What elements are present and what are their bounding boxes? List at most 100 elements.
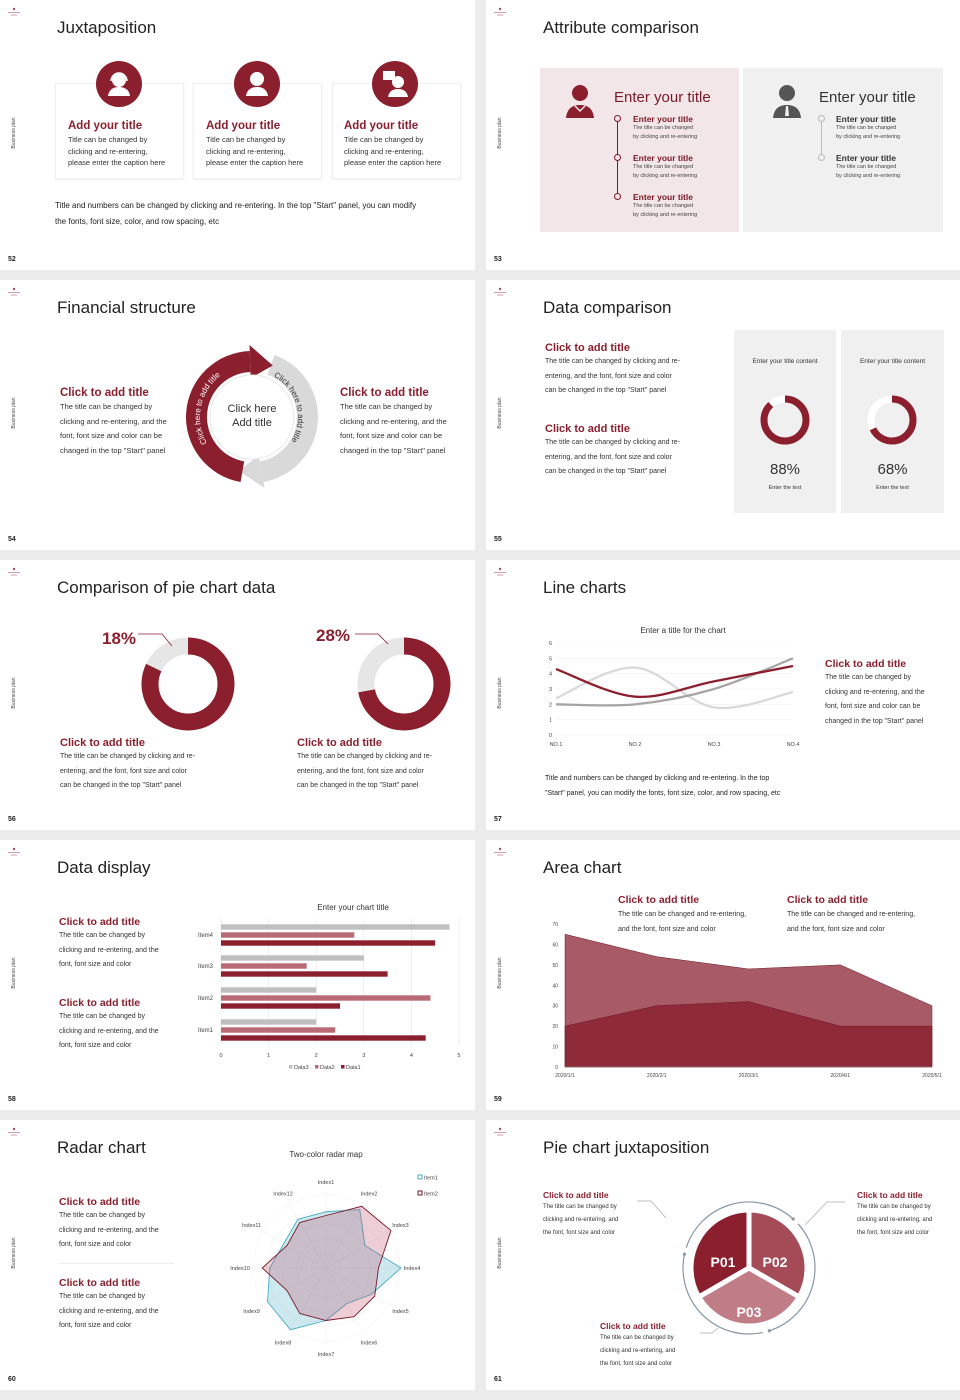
y-category-label: Item1 <box>198 1028 214 1034</box>
leader-line <box>637 1200 667 1219</box>
slide-56[interactable]: Business plan 56 Comparison of pie chart… <box>0 560 475 830</box>
footer-line: Title and numbers can be changed by clic… <box>545 775 770 782</box>
slide-57[interactable]: Business plan 57 Line charts Enter a tit… <box>486 560 960 830</box>
page-number: 54 <box>8 536 16 543</box>
radar-spoke <box>325 1267 364 1334</box>
chart-title[interactable]: Enter a title for the chart <box>640 626 726 635</box>
block-line: clicking and re-entering, and the <box>825 688 925 696</box>
block-title[interactable]: Click to add title <box>60 737 145 749</box>
slide-59[interactable]: Business plan 59 Area chart 0 10 20 30 40 50 6… <box>486 840 960 1110</box>
slide-title[interactable]: Radar chart <box>57 1138 146 1157</box>
panel-heading[interactable]: Enter your title content <box>859 358 926 365</box>
right-heading[interactable]: Enter your title <box>819 89 916 106</box>
slide-55[interactable]: Business plan 55 Data comparison Click t… <box>486 280 960 550</box>
slide-title[interactable]: Comparison of pie chart data <box>57 578 276 597</box>
block-title[interactable]: Click to add title <box>297 737 382 749</box>
block-title[interactable]: Click to add title <box>600 1321 666 1331</box>
bar-data2-item2 <box>221 995 431 1001</box>
center-label[interactable]: Click here Add title <box>202 402 302 430</box>
block-title[interactable]: Click to add title <box>59 997 141 1009</box>
bar-chart: 0 1 2 3 4 5 Item1 Item2 Item3 Item4 Data3 Data2 Data… <box>198 918 461 1071</box>
item-title[interactable]: Enter your title <box>633 192 693 202</box>
block-title[interactable]: Click to add title <box>825 658 907 670</box>
y-tick-label: 10 <box>552 1045 558 1051</box>
slide-52[interactable]: Business plan 52 Juxtaposition Add your … <box>0 0 475 270</box>
radar-spoke <box>260 1267 327 1306</box>
stat-panel <box>841 330 944 513</box>
card-text: Add your title Title can be changed by c… <box>206 120 303 169</box>
block-title[interactable]: Click to add title <box>59 1196 141 1208</box>
footer-text[interactable]: Title and numbers can be changed by clic… <box>545 771 780 801</box>
axis-label: Index6 <box>361 1340 378 1346</box>
block-title[interactable]: Click to add title <box>787 894 869 906</box>
chart-title[interactable]: Enter your chart title <box>317 903 389 912</box>
slide-60[interactable]: Business plan 60 Radar chart Click to ad… <box>0 1120 475 1390</box>
slide-61[interactable]: Business plan 61 Pie chart juxtaposition… <box>486 1120 960 1390</box>
slide-title[interactable]: Area chart <box>543 858 622 877</box>
panel-heading[interactable]: Enter your title content <box>752 358 818 365</box>
slide-title[interactable]: Data comparison <box>543 298 672 317</box>
segment-label: P03 <box>737 1304 762 1320</box>
outer-ring-arc <box>682 1254 763 1335</box>
card-title[interactable]: Add your title <box>68 120 143 132</box>
axis-label: Index2 <box>361 1192 378 1198</box>
block-line: changed in the top "Start" panel <box>825 717 924 725</box>
slide-58[interactable]: Business plan 58 Data display Click to a… <box>0 840 475 1110</box>
slide-title[interactable]: Data display <box>57 858 151 877</box>
block-title[interactable]: Click to add title <box>59 1277 141 1289</box>
legend-swatch <box>289 1065 293 1069</box>
x-tick-label: NO.2 <box>629 742 642 748</box>
block-title[interactable]: Click to add title <box>340 387 429 399</box>
slide-53[interactable]: Business plan 53 Attribute comparison En… <box>486 0 960 270</box>
item-title[interactable]: Enter your title <box>633 153 693 163</box>
block-line: The title can be changed by clicking and… <box>545 439 681 446</box>
ring-arrow-icon <box>767 1329 771 1333</box>
slide-title[interactable]: Financial structure <box>57 298 196 317</box>
segment-label: P01 <box>711 1254 736 1270</box>
chart-title[interactable]: Two-color radar map <box>289 1150 363 1159</box>
slide-title[interactable]: Attribute comparison <box>543 18 699 37</box>
block-line: The title can be changed and re-entering… <box>787 911 916 918</box>
block-title[interactable]: Click to add title <box>545 423 630 435</box>
axis-label: Index11 <box>242 1223 261 1229</box>
card-title[interactable]: Add your title <box>206 120 281 132</box>
text-block: Click to add title The title can be chan… <box>825 658 925 729</box>
footer-line: "Start" panel, you can modify the fonts,… <box>545 790 781 797</box>
y-tick-label: 1 <box>549 718 552 724</box>
card-line: please enter the caption here <box>344 158 442 167</box>
x-tick-label: NO.4 <box>787 742 800 748</box>
block-line: font, font size and color can be <box>825 703 921 710</box>
radar-spoke <box>325 1230 392 1269</box>
block-title[interactable]: Click to add title <box>857 1190 923 1200</box>
item-title[interactable]: Enter your title <box>633 114 693 124</box>
legend-label: Item2 <box>424 1192 438 1198</box>
left-heading[interactable]: Enter your title <box>614 89 711 106</box>
item-title[interactable]: Enter your title <box>836 153 896 163</box>
panel-value: 88% <box>769 461 801 478</box>
bar-data3-item1 <box>221 1019 317 1025</box>
block-line: The title can be changed by clicking and… <box>545 358 681 365</box>
slide-title[interactable]: Line charts <box>543 578 627 597</box>
legend-swatch <box>417 1174 423 1180</box>
timeline-line <box>821 120 822 158</box>
card-title[interactable]: Add your title <box>344 120 419 132</box>
text-block: Click to add title The title can be chan… <box>59 1277 159 1334</box>
block-line: entering, and the font, font size and co… <box>297 767 424 775</box>
timeline-item: Enter your title The title can be change… <box>633 192 697 220</box>
card-text: Add your title Title can be changed by c… <box>68 120 165 169</box>
slide-title[interactable]: Pie chart juxtaposition <box>543 1138 710 1157</box>
center-circle <box>209 374 295 460</box>
block-title[interactable]: Click to add title <box>60 387 149 399</box>
panel-caption: Enter the text <box>768 485 802 491</box>
block-title[interactable]: Click to add title <box>543 1190 609 1200</box>
footer-text[interactable]: Title and numbers can be changed by clic… <box>55 198 416 230</box>
slide-title[interactable]: Juxtaposition <box>57 18 157 37</box>
leader-line <box>700 1327 719 1334</box>
block-title[interactable]: Click to add title <box>59 916 141 928</box>
slide-54[interactable]: Business plan 54 Financial structure Cli… <box>0 280 475 550</box>
block-title[interactable]: Click to add title <box>618 894 700 906</box>
item-title[interactable]: Enter your title <box>836 114 896 124</box>
block-title[interactable]: Click to add title <box>545 342 630 354</box>
block-line: The title can be changed by clicking and… <box>297 753 433 760</box>
page-number: 56 <box>8 816 16 823</box>
